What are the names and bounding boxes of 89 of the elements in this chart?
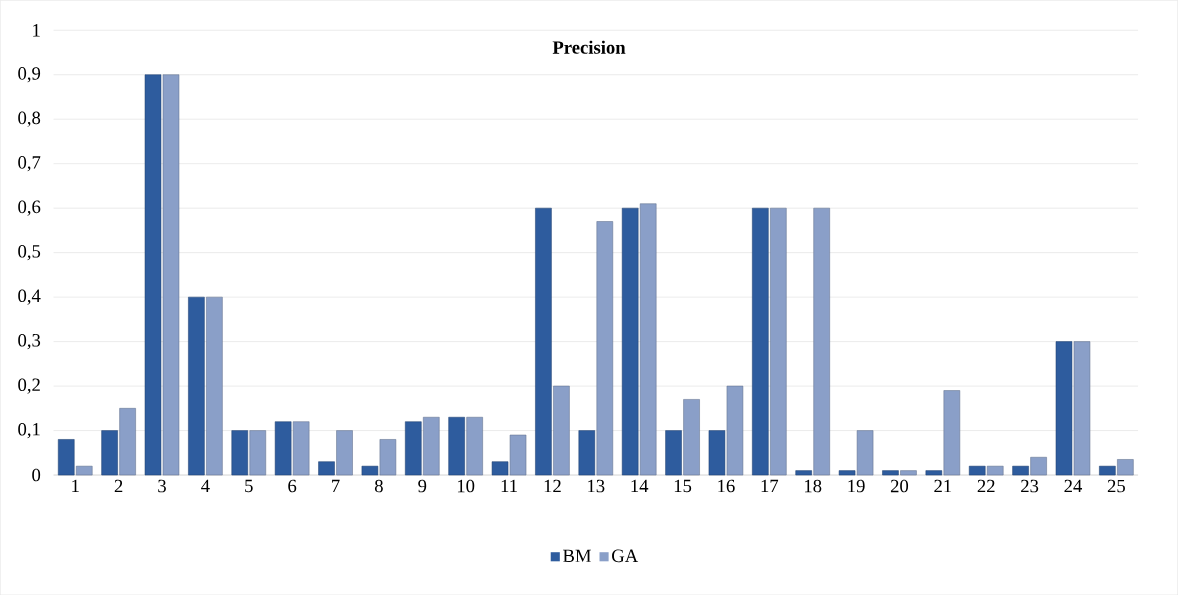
x-tick-label: 20 [890,479,909,493]
x-tick-label: 18 [805,479,822,493]
y-tick-label: 0,8 [18,111,41,127]
bar [206,296,223,476]
y-tick-label: 0,5 [18,244,41,261]
bar [900,470,917,476]
x-tick-label: 15 [674,479,692,493]
x-tick-label: 13 [588,479,605,493]
legend-label: GA [612,549,639,562]
bar [596,221,614,476]
x-tick-label: 23 [1021,479,1039,493]
bar [448,416,465,476]
bar [188,296,205,476]
bar [162,74,180,476]
x-tick-label: 12 [544,479,561,492]
x-tick-label: 19 [848,479,865,493]
bar [1073,341,1091,476]
bar [231,430,249,476]
bar [968,465,986,476]
bar [726,385,744,476]
bar [882,470,899,476]
y-tick-label: 0,2 [18,378,40,394]
bar [336,430,353,476]
x-tick-label: 22 [977,479,995,492]
y-tick-label: 0,9 [18,66,41,83]
x-tick-label: 24 [1064,479,1083,492]
bar [361,465,379,476]
bar [925,470,943,476]
bar [57,439,75,476]
x-tick-label: 25 [1107,479,1125,493]
bar [491,461,509,476]
bar [1099,465,1116,476]
bar [1055,341,1073,476]
bar [423,416,440,476]
x-tick-label: 17 [761,479,779,492]
y-tick-label: 1 [33,23,40,37]
x-tick-label: 9 [418,479,427,493]
x-tick-label: 7 [332,479,340,492]
bar [292,421,310,476]
legend-label: BM [563,549,591,562]
bar [795,470,812,476]
bar [813,207,830,476]
x-tick-label: 8 [374,479,383,493]
x-tick-label: 1 [72,479,79,492]
bar [665,430,682,476]
bar [683,399,700,476]
bar [274,421,292,476]
x-tick-label: 10 [457,479,475,493]
x-tick-label: 21 [934,479,952,492]
bar [621,207,639,476]
x-tick-label: 6 [288,479,297,493]
bar [856,430,874,476]
bar [119,407,136,476]
y-tick-label: 0,1 [18,422,40,439]
bar [535,207,552,476]
bar [405,421,422,476]
bar [752,207,769,476]
bar [1117,459,1134,476]
y-tick-label: 0,4 [18,289,41,305]
bar [318,461,335,476]
y-tick-label: 0,6 [18,200,41,216]
bar [379,439,397,476]
bar [553,385,570,476]
x-tick-label: 11 [501,479,517,492]
bar [838,470,856,476]
x-tick-label: 16 [718,479,735,493]
chart-title: Precision [552,40,626,54]
bar [578,430,596,476]
x-tick-label: 4 [201,479,210,492]
y-tick-label: 0,7 [18,155,41,172]
bar [770,207,787,476]
bar [75,465,93,476]
x-tick-label: 2 [114,479,123,492]
bar [986,465,1004,476]
bar [101,430,118,476]
x-tick-label: 3 [158,479,166,493]
x-tick-label: 14 [631,479,649,492]
bar [943,390,961,476]
bar [1030,456,1047,476]
bar [708,430,726,476]
bar [1012,465,1029,476]
bar [249,430,267,476]
y-tick-label: 0 [32,468,41,482]
bar [509,434,527,476]
x-tick-label: 5 [245,479,253,493]
bar [639,203,657,476]
bar [144,74,162,476]
y-tick-label: 0,3 [18,333,41,350]
bar [466,416,483,476]
